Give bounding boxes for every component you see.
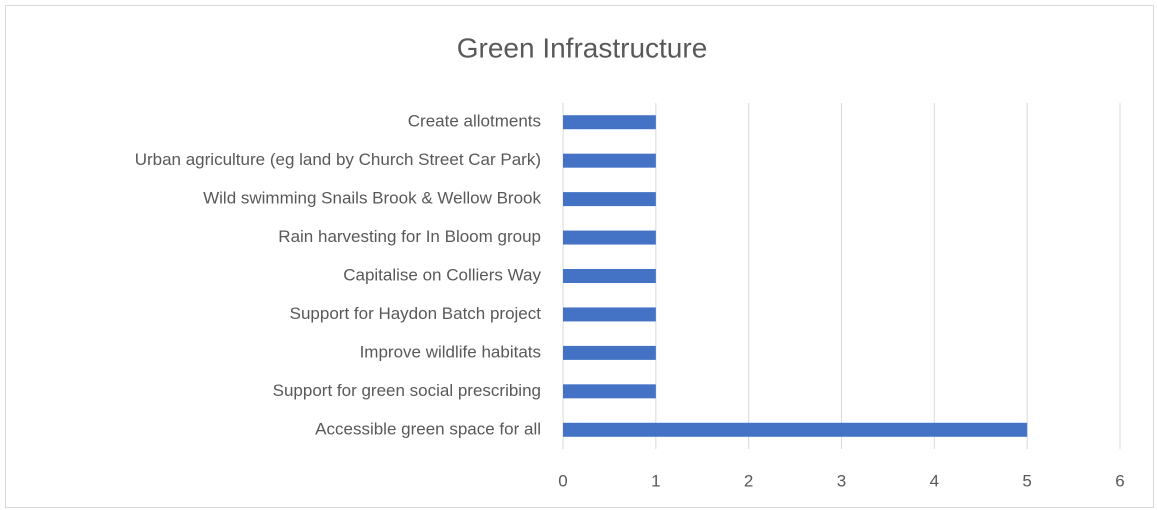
bar (563, 422, 1028, 437)
x-tick-label: 6 (1115, 471, 1124, 490)
x-tick-label: 0 (558, 471, 567, 490)
y-tick-label: Capitalise on Colliers Way (343, 265, 541, 284)
x-tick-label: 4 (930, 471, 939, 490)
x-tick-label: 2 (744, 471, 753, 490)
y-tick-label: Support for Haydon Batch project (290, 304, 542, 323)
x-tick-label: 3 (837, 471, 846, 490)
bar (563, 307, 656, 322)
y-tick-label: Improve wildlife habitats (360, 342, 541, 361)
y-tick-label: Support for green social prescribing (273, 381, 541, 400)
x-tick-label: 1 (651, 471, 660, 490)
x-tick-label: 5 (1022, 471, 1031, 490)
y-tick-label: Urban agriculture (eg land by Church Str… (135, 150, 541, 169)
y-tick-label: Rain harvesting for In Bloom group (278, 227, 541, 246)
bar (563, 384, 656, 399)
bar (563, 345, 656, 360)
y-tick-label: Wild swimming Snails Brook & Wellow Broo… (203, 189, 541, 208)
bar (563, 230, 656, 245)
bar (563, 192, 656, 207)
bar (563, 115, 656, 130)
y-tick-label: Create allotments (408, 112, 541, 131)
chart-title: Green Infrastructure (457, 32, 708, 63)
bar (563, 153, 656, 168)
y-tick-label: Accessible green space for all (315, 419, 541, 438)
bar (563, 269, 656, 283)
